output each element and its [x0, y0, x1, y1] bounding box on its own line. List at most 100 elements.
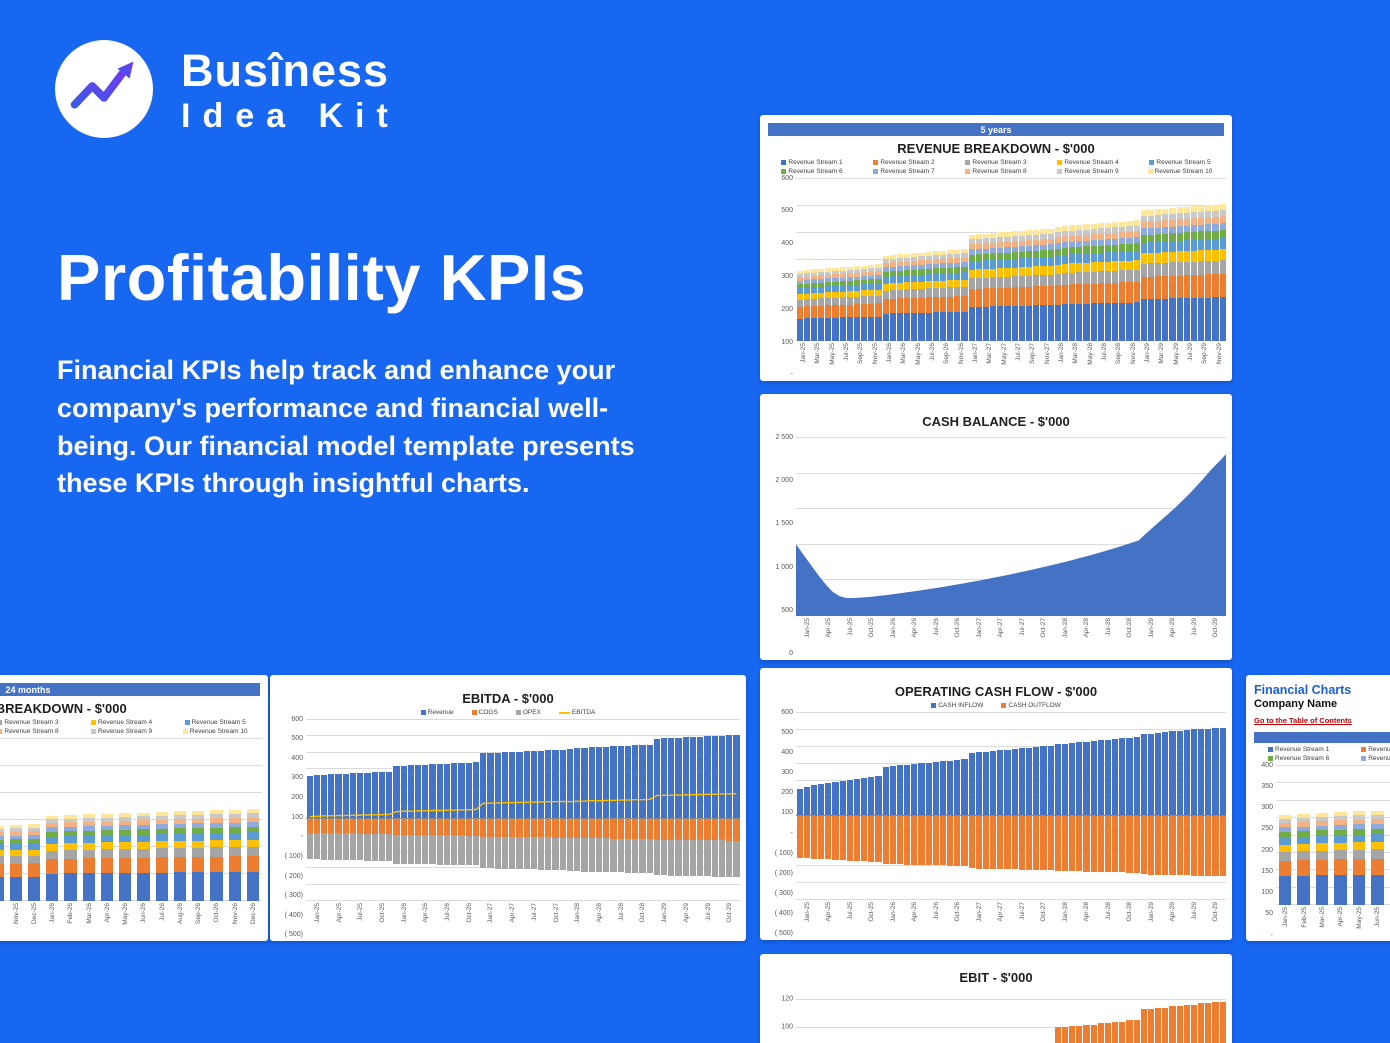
- bar-segment: [689, 736, 697, 819]
- bar-segment: [1297, 843, 1310, 852]
- bar-segment: [494, 752, 501, 819]
- x-tick: May-26: [116, 901, 134, 935]
- bar-segment: [1155, 209, 1162, 216]
- ebitda-card: EBITDA - $'000 Revenue COGS OPEX EBITDA 600…: [270, 675, 746, 941]
- bar-segment: [610, 818, 617, 839]
- x-tick-label: Jul-29: [1187, 343, 1195, 361]
- bar-group: [947, 712, 954, 900]
- bar-segment: [853, 276, 861, 281]
- gridline: [1276, 869, 1390, 871]
- bar-segment: [825, 305, 832, 318]
- bar-segment: [1061, 254, 1069, 265]
- bar-segment: [911, 269, 918, 276]
- bar: [990, 988, 996, 1043]
- x-tick: Apr-26: [904, 616, 926, 654]
- line-series: [306, 719, 740, 901]
- legend-item: Revenue Stream 9: [1042, 168, 1134, 175]
- bar-group: [711, 719, 718, 901]
- bar-segment: [889, 262, 896, 267]
- bar-segment: [1047, 305, 1054, 341]
- legend-item: Revenue Stream 3: [950, 159, 1042, 166]
- bar-segment: [646, 744, 653, 819]
- x-tick: Mar-26: [80, 901, 98, 935]
- bar-segment: [246, 871, 259, 901]
- bar-negative-stack: [306, 818, 313, 901]
- legend-item: Revenue Stream 8: [950, 168, 1042, 175]
- bar-segment: [1371, 849, 1384, 859]
- bar-segment: [889, 254, 896, 259]
- stacked-bar: [818, 178, 825, 341]
- x-tick-label: Jun-25: [1374, 907, 1382, 927]
- x-tick-label: Jan-29: [1147, 902, 1155, 922]
- bar-segment: [733, 840, 740, 877]
- legend-item: Revenue Stream 1: [1252, 746, 1345, 753]
- bar-segment: [803, 280, 810, 284]
- bar-segment: [1371, 834, 1384, 842]
- bar-segment: [1315, 850, 1329, 860]
- bar-segment: [1040, 250, 1047, 258]
- financial-charts-heading: Financial Charts: [1254, 683, 1352, 697]
- bar-segment: [1205, 814, 1212, 876]
- bar-segment: [1169, 241, 1176, 252]
- bar: [811, 988, 817, 1043]
- bar-segment: [1133, 736, 1140, 815]
- bar-segment: [932, 288, 939, 298]
- bar-segment: [1140, 253, 1147, 264]
- bar-segment: [64, 831, 77, 837]
- bar-segment: [896, 814, 904, 865]
- bar-segment: [810, 282, 818, 288]
- bar-segment: [320, 818, 328, 833]
- stacked-bar: [1061, 178, 1069, 341]
- bar-segment: [947, 280, 954, 288]
- bar-segment: [997, 232, 1004, 238]
- bar-segment: [853, 778, 861, 815]
- legend-marker: [965, 169, 971, 174]
- bar-segment: [861, 265, 868, 269]
- x-tick-label: Apr-26: [911, 902, 919, 922]
- table-of-contents-link[interactable]: Go to the Table of Contents: [1254, 716, 1352, 725]
- bar-segment: [990, 253, 997, 260]
- bar-segment: [1083, 283, 1090, 304]
- bar-segment: [1219, 1002, 1226, 1043]
- legend-item: Revenue Stream 10: [168, 728, 262, 735]
- gridlines: [796, 178, 1226, 341]
- bar-segment: [357, 772, 364, 819]
- bar-segment: [1162, 252, 1169, 263]
- bar-segment: [1169, 1006, 1176, 1043]
- x-tick-label: May-25: [1355, 907, 1363, 929]
- bar-segment: [566, 748, 574, 819]
- operating-cash-flow-card: OPERATING CASH FLOW - $'000 CASH INFLOW C…: [760, 668, 1232, 940]
- bar-negative-stack: [1004, 814, 1011, 900]
- bar-segment: [668, 737, 675, 819]
- bar-segment: [64, 814, 77, 819]
- bar-segment: [954, 279, 961, 288]
- bar-segment: [632, 745, 639, 819]
- bar-segment: [1147, 263, 1155, 277]
- bar-segment: [9, 850, 22, 857]
- bar-segment: [155, 848, 168, 858]
- bar-segment: [1069, 230, 1076, 236]
- bar-segment: [119, 820, 132, 826]
- x-tick-label: Apr-25: [825, 902, 833, 922]
- bar-segment: [1183, 212, 1190, 219]
- bar-segment: [1090, 246, 1097, 254]
- bar-segment: [1040, 746, 1047, 815]
- bar-segment: [1083, 253, 1090, 263]
- x-tick-label: Dec-26: [249, 903, 257, 924]
- bar-segment: [1040, 244, 1047, 251]
- plot-area: [306, 719, 740, 901]
- x-tick: May-27: [997, 341, 1011, 375]
- bar-segment: [1090, 303, 1097, 341]
- bar-segment: [1076, 224, 1083, 230]
- bar-segment: [796, 299, 803, 307]
- bar-negative-stack: [639, 818, 646, 901]
- bar-segment: [538, 837, 545, 870]
- bar: [1219, 988, 1226, 1043]
- bar-segment: [704, 818, 711, 841]
- bar: [1019, 988, 1025, 1043]
- bar-segment: [947, 254, 954, 259]
- bar-group: [530, 719, 537, 901]
- bar-group: [1061, 712, 1069, 900]
- bar-segment: [975, 238, 982, 244]
- bar-segment: [947, 272, 954, 281]
